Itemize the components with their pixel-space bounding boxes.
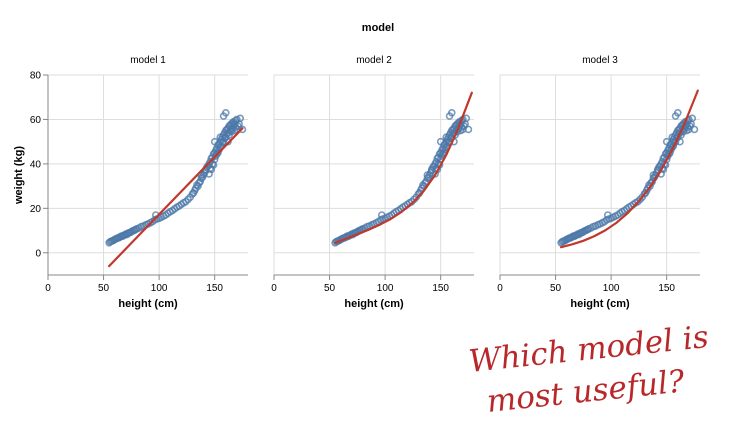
- x-tick-label: 50: [324, 283, 336, 294]
- panel-3: model 3 0 50 100 150 height (cm): [497, 55, 700, 310]
- x-tick-label: 100: [151, 283, 168, 294]
- x-tick-label: 150: [206, 283, 223, 294]
- x-tick-label: 50: [550, 283, 562, 294]
- model-fit-line: [334, 91, 473, 244]
- data-point: [649, 171, 658, 179]
- x-axis-label: height (cm): [118, 298, 178, 310]
- data-point: [671, 112, 680, 120]
- handwritten-annotation: Which model is most useful?: [467, 319, 710, 420]
- y-tick-label: 80: [30, 71, 42, 82]
- panel-1: model 1 0 50 100 150 0 20 40 60 80 weight (kg) heig…: [13, 55, 248, 310]
- model-fit-line: [560, 89, 699, 249]
- y-tick-label: 40: [30, 159, 42, 170]
- panel-title: model 1: [130, 55, 166, 66]
- x-tick-label: 100: [603, 283, 620, 294]
- points-group: [105, 108, 247, 247]
- data-point: [236, 114, 245, 123]
- data-point: [238, 125, 247, 134]
- x-tick-label: 150: [432, 283, 449, 294]
- x-tick-label: 0: [271, 283, 277, 294]
- y-tick-label: 20: [30, 204, 42, 215]
- data-point: [668, 133, 677, 142]
- data-point: [464, 125, 473, 134]
- x-axis-label: height (cm): [344, 298, 404, 310]
- data-point: [445, 112, 454, 120]
- x-axis-label: height (cm): [570, 298, 630, 310]
- data-point: [688, 114, 697, 123]
- x-tick-label: 100: [377, 283, 394, 294]
- data-point: [442, 133, 451, 142]
- data-point: [462, 114, 471, 123]
- x-tick-label: 50: [98, 283, 110, 294]
- points-group: [331, 108, 473, 247]
- x-tick-label: 0: [497, 283, 503, 294]
- panel-title: model 3: [582, 55, 618, 66]
- data-point: [423, 171, 432, 179]
- data-point: [219, 112, 228, 120]
- y-tick-label: 0: [35, 248, 41, 259]
- data-point: [216, 133, 225, 142]
- x-tick-label: 150: [658, 283, 675, 294]
- data-point: [377, 211, 386, 219]
- data-point: [690, 125, 699, 134]
- model-fit-line: [108, 127, 244, 268]
- facet-header-title: model: [362, 22, 394, 34]
- data-point: [427, 165, 436, 174]
- panels-group: model 1 0 50 100 150 0 20 40 60 80 weight (kg) heig…: [13, 55, 700, 310]
- data-point: [662, 137, 671, 146]
- data-point: [603, 211, 612, 219]
- x-tick-label: 0: [45, 283, 51, 294]
- data-point: [436, 137, 445, 146]
- y-tick-label: 60: [30, 115, 42, 126]
- data-point: [210, 137, 219, 146]
- points-group: [557, 108, 699, 247]
- panel-title: model 2: [356, 55, 392, 66]
- panel-2: model 2 0 50 100 150 height (cm): [271, 55, 474, 310]
- y-axis-label: weight (kg): [13, 146, 25, 205]
